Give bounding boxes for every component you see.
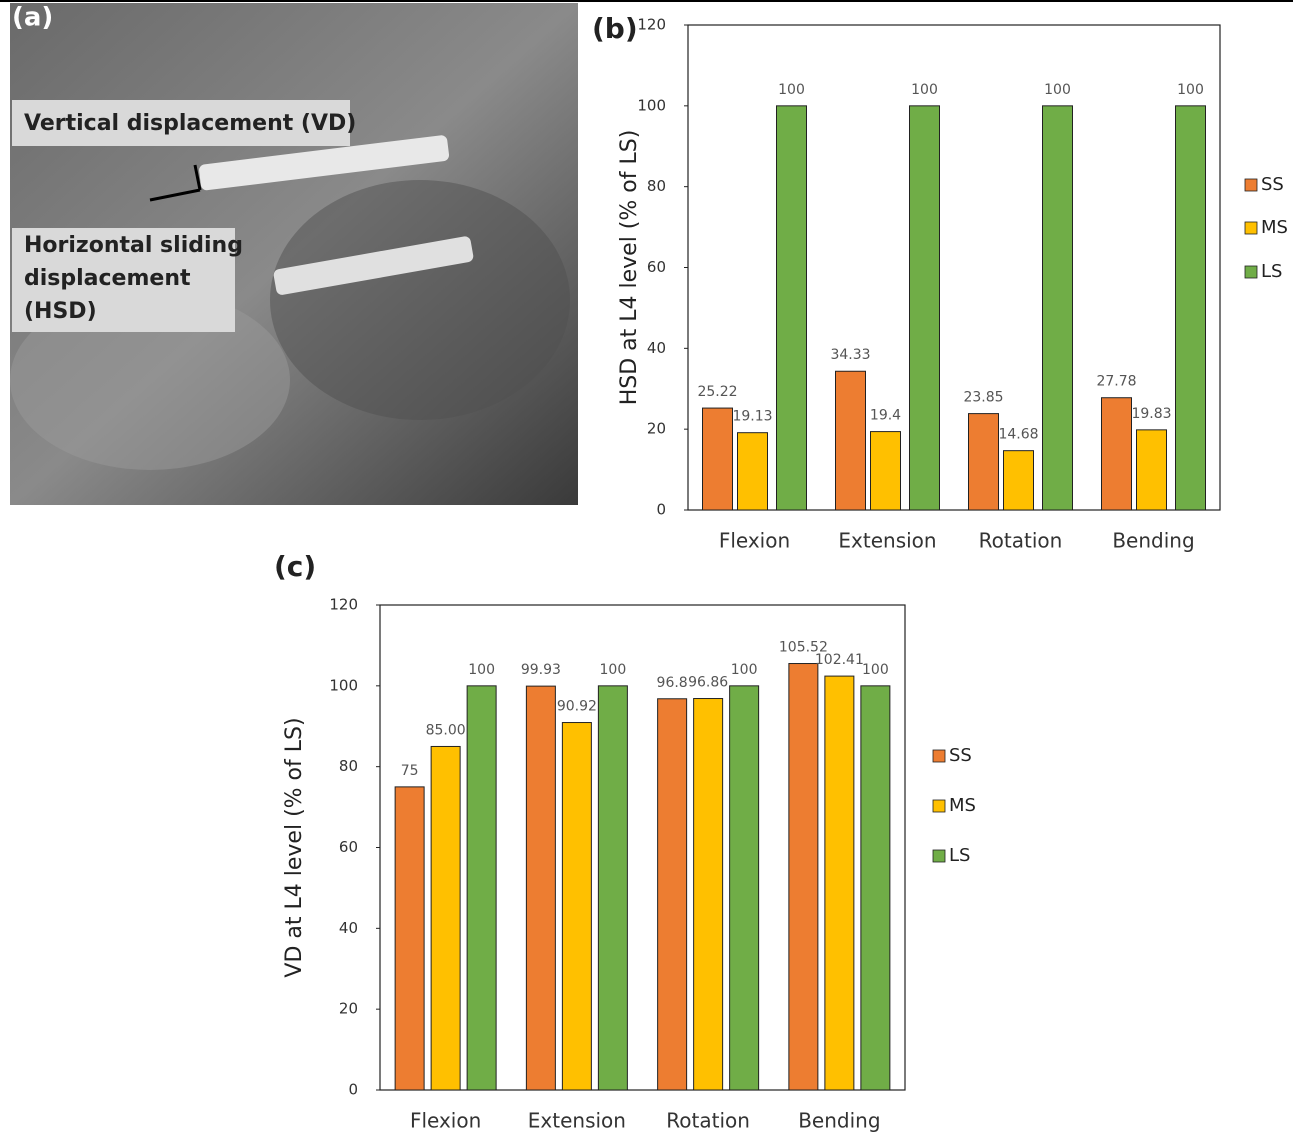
legend-label: LS (1261, 261, 1282, 282)
panel-label: (c) (274, 550, 316, 583)
y-tick-label: 120 (329, 596, 358, 614)
y-tick-label: 100 (637, 96, 666, 114)
data-label: 100 (911, 82, 938, 98)
data-label: 100 (1044, 82, 1071, 98)
legend-label: MS (949, 795, 976, 816)
bar (395, 787, 424, 1090)
bar (1137, 430, 1167, 510)
bar (777, 106, 807, 510)
data-label: 100 (862, 662, 889, 678)
data-label: 27.78 (1096, 374, 1136, 390)
x-tick-label: Extension (838, 529, 936, 553)
data-label: 100 (600, 662, 627, 678)
bar (467, 686, 496, 1090)
panel-label: (b) (592, 12, 638, 45)
data-label: 100 (731, 662, 758, 678)
annotation: (HSD) (24, 299, 97, 324)
data-label: 19.13 (732, 409, 772, 425)
data-label: 85.00 (426, 722, 466, 738)
x-tick-label: Extension (528, 1109, 626, 1133)
y-tick-label: 120 (637, 16, 666, 34)
bar (871, 432, 901, 510)
bar (1102, 398, 1132, 510)
y-axis-title: HSD at L4 level (% of LS) (617, 130, 642, 406)
data-label: 99.93 (521, 662, 561, 678)
x-tick-label: Bending (1112, 529, 1194, 553)
x-tick-label: Bending (798, 1109, 880, 1133)
annotation: Horizontal sliding (24, 233, 243, 258)
y-tick-label: 0 (348, 1081, 358, 1099)
data-label: 96.8 (657, 675, 688, 691)
annotation: displacement (24, 266, 191, 291)
y-axis-title: VD at L4 level (% of LS) (282, 717, 307, 977)
bar (1004, 451, 1034, 510)
data-label: 75 (401, 763, 419, 779)
y-tick-label: 20 (339, 1000, 358, 1018)
y-tick-label: 100 (329, 676, 358, 694)
bar (969, 414, 999, 510)
data-label: 19.4 (870, 408, 901, 424)
data-label: 14.68 (998, 427, 1038, 443)
panel-label: (a) (12, 3, 53, 33)
y-tick-label: 40 (339, 919, 358, 937)
data-label: 100 (778, 82, 805, 98)
bar (562, 723, 591, 1090)
x-tick-label: Flexion (410, 1109, 481, 1133)
bar (730, 686, 759, 1090)
y-tick-label: 60 (339, 838, 358, 856)
legend-swatch (1245, 179, 1257, 191)
bar (703, 408, 733, 510)
bar (738, 433, 768, 510)
y-tick-label: 80 (339, 757, 358, 775)
bar (526, 686, 555, 1090)
legend-swatch (1245, 222, 1257, 234)
figure: (a) Vertical displacement (VD) Horizonta… (0, 0, 1293, 1133)
data-label: 34.33 (830, 347, 870, 363)
annotation: Vertical displacement (VD) (24, 111, 356, 136)
data-label: 100 (1177, 82, 1204, 98)
bar (825, 676, 854, 1090)
x-tick-label: Rotation (979, 529, 1063, 553)
data-label: 25.22 (697, 384, 737, 400)
y-tick-label: 0 (656, 501, 666, 519)
data-label: 102.41 (815, 652, 864, 668)
bar (694, 699, 723, 1090)
bar (431, 746, 460, 1090)
y-tick-label: 20 (647, 420, 666, 438)
bar (861, 686, 890, 1090)
bar (910, 106, 940, 510)
data-label: 96.86 (688, 675, 728, 691)
legend-label: MS (1261, 217, 1288, 238)
legend-swatch (933, 850, 945, 862)
bar (658, 699, 687, 1090)
legend-swatch (1245, 266, 1257, 278)
bar (789, 664, 818, 1090)
data-label: 23.85 (963, 390, 1003, 406)
legend-label: LS (949, 845, 970, 866)
x-tick-label: Flexion (719, 529, 790, 553)
x-tick-label: Rotation (666, 1109, 750, 1133)
data-label: 100 (468, 662, 495, 678)
bar (836, 371, 866, 510)
y-tick-label: 80 (647, 177, 666, 195)
data-label: 19.83 (1131, 406, 1171, 422)
y-tick-label: 60 (647, 258, 666, 276)
y-tick-label: 40 (647, 339, 666, 357)
bar (1176, 106, 1206, 510)
bar (598, 686, 627, 1090)
legend-swatch (933, 800, 945, 812)
legend-swatch (933, 750, 945, 762)
bar (1043, 106, 1073, 510)
data-label: 90.92 (557, 699, 597, 715)
legend-label: SS (1261, 174, 1284, 195)
legend-label: SS (949, 745, 972, 766)
